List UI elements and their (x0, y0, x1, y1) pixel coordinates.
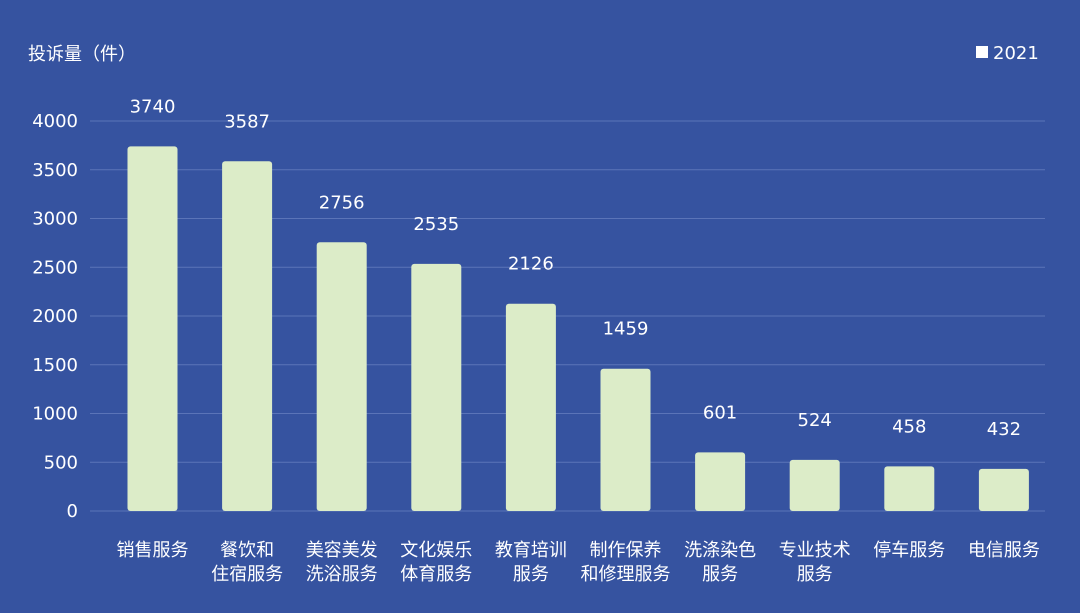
x-tick-label-8-line-0: 停车服务 (873, 540, 945, 561)
legend-label: 2021 (993, 43, 1039, 64)
x-tick-label-3-line-1: 体育服务 (400, 564, 472, 585)
value-label-3: 2535 (413, 214, 459, 235)
bar-6 (695, 452, 746, 511)
bar-5 (600, 368, 651, 511)
value-label-5: 1459 (603, 319, 649, 340)
x-tick-label-4: 教育培训服务 (495, 540, 567, 585)
value-label-9: 432 (987, 419, 1021, 440)
x-tick-label-7: 专业技术服务 (779, 540, 851, 585)
bar-4 (505, 303, 556, 511)
bar-1 (222, 161, 273, 511)
value-label-7: 524 (798, 410, 832, 431)
x-tick-label-0-line-0: 销售服务 (117, 540, 189, 561)
x-tick-label-9-line-0: 电信服务 (968, 540, 1040, 561)
x-tick-label-6-line-1: 服务 (702, 564, 738, 585)
x-tick-label-2: 美容美发洗浴服务 (306, 540, 378, 585)
value-label-0: 3740 (130, 96, 176, 117)
y-axis-title: 投诉量（件） (28, 44, 136, 65)
x-tick-label-5-line-1: 和修理服务 (581, 564, 671, 585)
y-tick-label-1500: 1500 (32, 355, 78, 376)
legend-marker (976, 46, 988, 58)
value-label-1: 3587 (224, 111, 270, 132)
x-tick-label-5-line-0: 制作保养 (590, 540, 662, 561)
x-tick-label-1: 餐饮和住宿服务 (211, 540, 283, 585)
x-tick-label-6-line-0: 洗涤染色 (684, 540, 756, 561)
bar-0 (127, 146, 178, 511)
bar-7 (789, 459, 840, 511)
x-tick-label-3: 文化娱乐体育服务 (400, 540, 472, 585)
bar-9 (978, 468, 1029, 511)
x-tick-label-2-line-1: 洗浴服务 (306, 564, 378, 585)
x-tick-label-2-line-0: 美容美发 (306, 540, 378, 561)
x-tick-label-1-line-1: 住宿服务 (211, 564, 283, 585)
y-tick-labels: 0 500 1000 1500 2000 2500 3000 3500 4000 (32, 111, 78, 522)
bar-8 (884, 466, 935, 511)
y-tick-label-3500: 3500 (32, 160, 78, 181)
y-tick-label-2500: 2500 (32, 257, 78, 278)
x-tick-label-8: 停车服务 (873, 540, 945, 561)
bars (127, 146, 1029, 512)
value-labels: 3740 3587 2756 2535 2126 1459 601 524 458 432 (130, 96, 1021, 440)
y-tick-label-500: 500 (44, 452, 78, 473)
x-tick-label-4-line-1: 服务 (513, 564, 549, 585)
x-tick-label-9: 电信服务 (968, 540, 1040, 561)
value-label-8: 458 (892, 416, 926, 437)
y-tick-label-3000: 3000 (32, 209, 78, 230)
x-tick-label-6: 洗涤染色服务 (684, 540, 756, 585)
x-tick-label-0: 销售服务 (117, 540, 189, 561)
x-tick-label-7-line-0: 专业技术 (779, 540, 851, 561)
bar-2 (316, 242, 367, 512)
x-tick-label-3-line-0: 文化娱乐 (400, 540, 472, 561)
x-tick-labels: 销售服务 餐饮和住宿服务美容美发洗浴服务文化娱乐体育服务教育培训服务制作保养和修理… (117, 540, 1040, 585)
x-tick-label-1-line-0: 餐饮和 (220, 540, 274, 561)
x-tick-label-7-line-1: 服务 (797, 564, 833, 585)
x-tick-label-4-line-0: 教育培训 (495, 540, 567, 561)
value-label-6: 601 (703, 402, 737, 423)
bar-3 (411, 263, 462, 511)
y-tick-label-0: 0 (67, 501, 78, 522)
y-tick-label-4000: 4000 (32, 111, 78, 132)
value-label-4: 2126 (508, 254, 554, 275)
y-tick-label-1000: 1000 (32, 404, 78, 425)
x-tick-label-5: 制作保养和修理服务 (581, 540, 671, 585)
value-label-2: 2756 (319, 192, 365, 213)
y-tick-label-2000: 2000 (32, 306, 78, 327)
